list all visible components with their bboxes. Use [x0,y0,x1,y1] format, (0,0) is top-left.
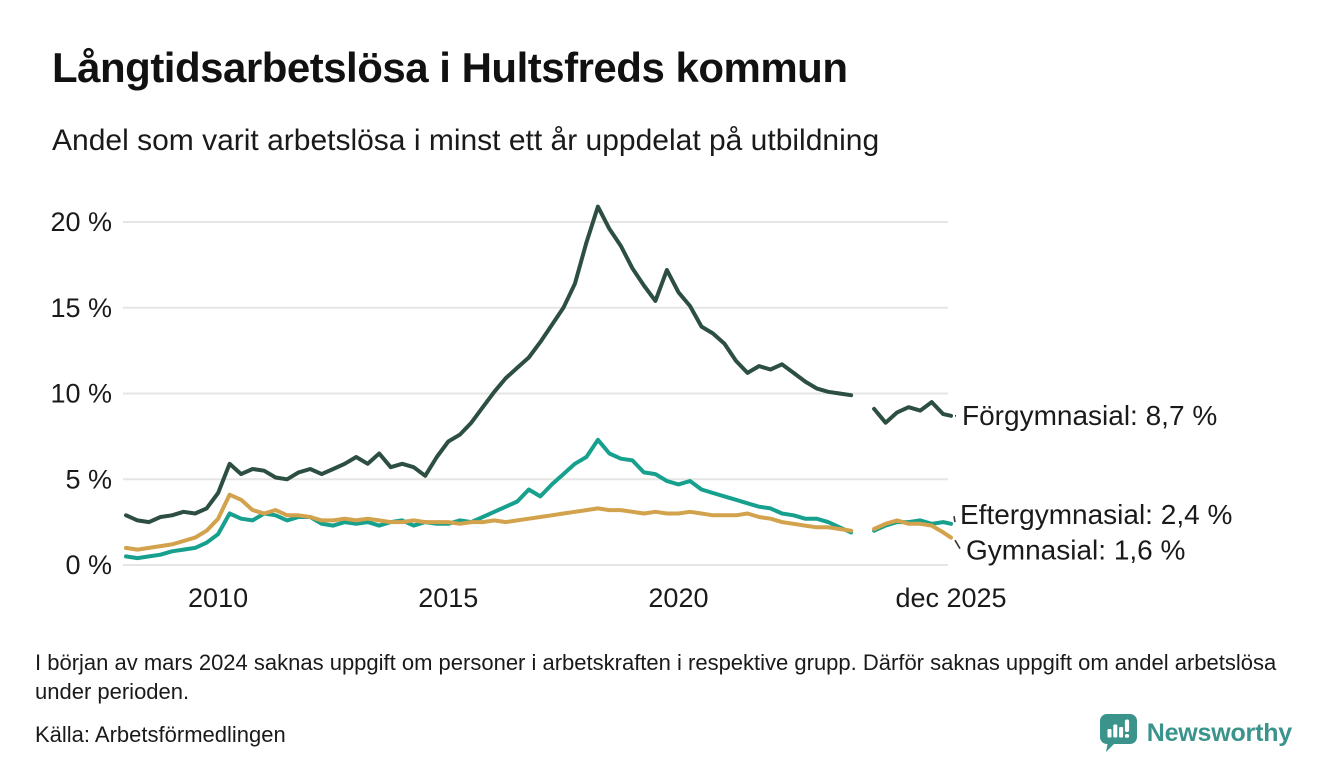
x-tick-label: 2010 [188,583,248,613]
chart-footnote: I början av mars 2024 saknas uppgift om … [35,650,1277,705]
page-subtitle: Andel som varit arbetslösa i minst ett å… [52,124,880,157]
series-end-label-eftergymnasial: Eftergymnasial: 2,4 % [960,499,1232,530]
newsworthy-speech-bubble-chart-icon [1099,714,1137,752]
x-tick-label: 2020 [648,583,708,613]
label-connector [954,539,961,550]
y-tick-label: 15 % [50,293,112,323]
y-tick-label: 20 % [50,207,112,237]
newsworthy-logo: Newsworthy [1099,714,1292,752]
series-end-label-gymnasial: Gymnasial: 1,6 % [966,535,1185,566]
y-tick-label: 5 % [65,464,112,494]
x-tick-label: dec 2025 [895,583,1006,613]
page-title: Långtidsarbetslösa i Hultsfreds kommun [52,44,848,91]
series-line-förgymnasial [124,204,953,525]
label-connector [953,516,956,523]
x-tick-label: 2015 [418,583,478,613]
series-end-label-förgymnasial: Förgymnasial: 8,7 % [962,400,1217,431]
y-tick-label: 10 % [50,379,112,409]
y-tick-label: 0 % [65,550,112,580]
series-line-eftergymnasial [124,437,953,561]
series-line-gymnasial [124,492,953,552]
newsworthy-wordmark: Newsworthy [1146,718,1292,747]
source-label: Källa: Arbetsförmedlingen [35,722,286,747]
